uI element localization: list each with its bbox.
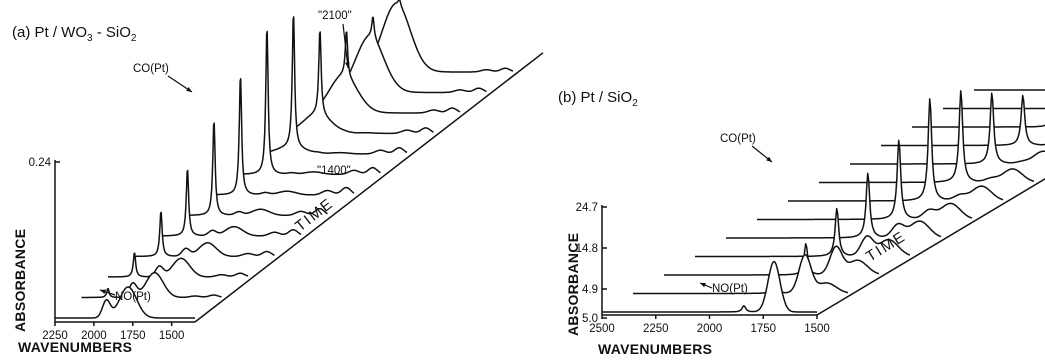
spectrum-trace — [345, 16, 487, 94]
y-tick-label: - 5.0 — [575, 313, 598, 325]
annotation-2100-arrowhead — [345, 62, 350, 68]
annotation-2100-arrow — [342, 23, 349, 69]
spectrum-trace — [134, 211, 275, 258]
spectrum-trace — [54, 286, 196, 319]
panel-b-title: (b) Pt / SiO2 — [558, 89, 638, 109]
panel-b-x-axis-title: WAVENUMBERS — [598, 341, 712, 357]
spectrum-trace — [107, 252, 249, 278]
annotation-no-pt-arrowhead — [700, 282, 706, 288]
x-tick-label: 2000 — [81, 330, 107, 342]
annotation-no-pt: NO(Pt) — [712, 283, 748, 295]
spectrum-trace — [187, 122, 328, 217]
time-axis-line — [194, 52, 544, 323]
spectrum-trace — [160, 169, 302, 237]
panel-a-x-axis-title: WAVENUMBERS — [18, 339, 132, 355]
panel-a-y-axis-title: ABSORBANCE — [12, 229, 28, 332]
panel-b-y-axis-title: ABSORBANCE — [565, 233, 581, 336]
x-tick-label: 2500 — [589, 323, 615, 335]
spectrum-trace — [240, 30, 381, 176]
annotation-co-pt-arrowhead — [186, 86, 192, 92]
x-tick-label: 1500 — [804, 323, 830, 335]
spectrum-trace — [213, 78, 355, 196]
spectrum-trace — [757, 139, 973, 221]
y-tick-label: 4.9 — [582, 284, 598, 296]
spectrum-trace — [602, 260, 817, 313]
x-tick-label: 1750 — [750, 323, 776, 335]
spectrum-mask — [974, 90, 1045, 92]
spectrum-trace — [372, 0, 514, 73]
x-tick-label: 1500 — [159, 330, 185, 342]
spectrum-trace — [319, 31, 461, 114]
spectrum-mask — [850, 93, 1045, 166]
y-tick-label: 24.7 — [576, 202, 598, 214]
panel-a-plot: 2250 2000 1750 15000.24TIMECO(Pt)NO(Pt)"210… — [29, 0, 544, 342]
annotation-co-pt: CO(Pt) — [133, 63, 169, 75]
y-tick-label: 0.24 — [29, 157, 52, 169]
x-tick-label: 2000 — [697, 323, 723, 335]
spectrum-trace — [293, 31, 434, 135]
spectrum-trace — [974, 88, 1045, 91]
annotation-1400: "1400" — [317, 165, 351, 177]
y-tick-label: 14.8 — [576, 243, 598, 255]
spectrum-trace — [943, 107, 1045, 110]
spectrum-mask — [788, 98, 1003, 203]
spectrum-trace — [81, 271, 222, 299]
time-axis-line — [816, 178, 1045, 316]
spectrum-trace — [695, 207, 911, 258]
annotation-co-pt-arrowhead — [766, 156, 772, 162]
x-tick-label: 1750 — [120, 330, 146, 342]
annotation-2100: "2100" — [318, 10, 352, 22]
spectrum-mask — [187, 123, 328, 218]
spectrum-trace — [633, 253, 849, 295]
annotation-co-pt: CO(Pt) — [720, 133, 756, 145]
x-tick-label: 2250 — [643, 323, 669, 335]
panel-a-title: (a) Pt / WO3 - SiO2 — [12, 24, 137, 44]
spectrum-trace — [788, 98, 1004, 202]
spectrum-mask — [943, 108, 1045, 111]
spectrum-trace — [266, 16, 408, 155]
annotation-no-pt: NO(Pt) — [115, 291, 151, 303]
annotation-no-pt-arrowhead — [100, 289, 106, 294]
x-tick-label: 2250 — [42, 330, 68, 342]
